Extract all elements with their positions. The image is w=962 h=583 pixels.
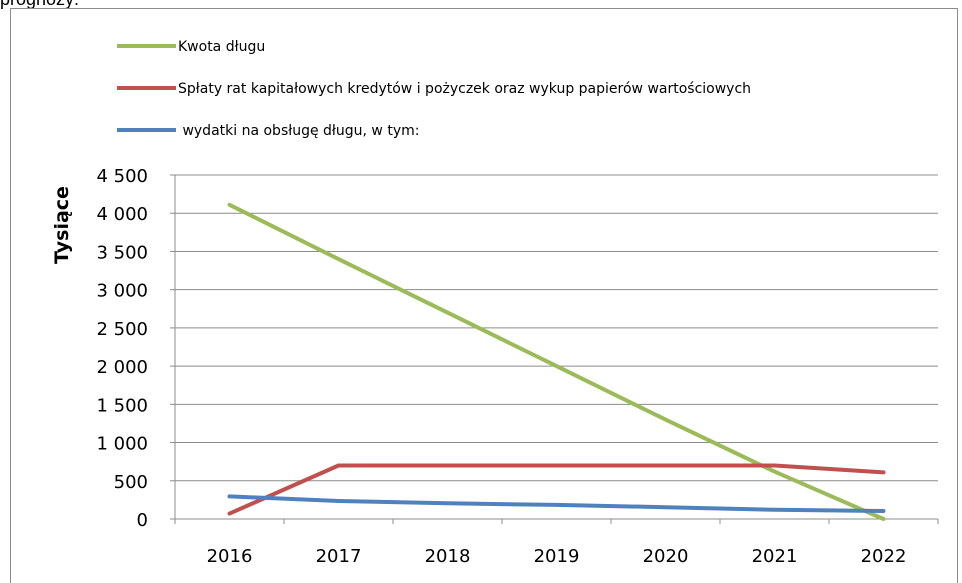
y-tick-label-9: 4 500 [96,166,148,187]
page-caption: prognozy: [0,0,79,9]
chart-series [227,202,886,521]
x-tick-label-2021: 2021 [752,546,798,567]
y-tick-label-8: 4 000 [96,204,148,225]
y-tick-label-1: 500 [114,472,148,493]
y-axis-ticks: 0 500 1 000 1 500 2 000 2 500 3 000 3 500 4 000 4… [96,166,148,531]
y-tick-label-5: 2 500 [96,319,148,340]
y-tick-label-2: 1 000 [96,434,148,455]
y-tick-label-3: 1 500 [96,395,148,416]
x-tick-label-2022: 2022 [861,546,907,567]
legend-label-2: wydatki na obsługę długu, w tym: [178,123,419,139]
y-tick-label-0: 0 [137,510,148,531]
y-axis-label: Tysiące [51,186,73,264]
chart-legend: Kwota długu Spłaty rat kapitałowych kredy… [117,39,751,139]
y-tick-label-4: 2 000 [96,357,148,378]
chart-gridlines [170,174,939,524]
x-tick-label-2016: 2016 [207,546,253,567]
chart-frame [10,8,958,583]
y-tick-label-7: 3 500 [96,242,148,263]
x-tick-label-2019: 2019 [534,546,580,567]
x-axis-ticks: 2016 2017 2018 2019 2020 2021 2022 [207,546,907,567]
y-tick-label-6: 3 000 [96,281,148,302]
x-tick-label-2020: 2020 [643,546,689,567]
series-line-2 [227,494,886,513]
series-line-1 [227,463,886,516]
x-tick-label-2017: 2017 [316,546,362,567]
legend-label-1: Spłaty rat kapitałowych kredytów i pożyc… [178,81,751,97]
series-line-0 [227,202,886,521]
legend-label-0: Kwota długu [178,39,265,55]
x-tick-label-2018: 2018 [425,546,471,567]
